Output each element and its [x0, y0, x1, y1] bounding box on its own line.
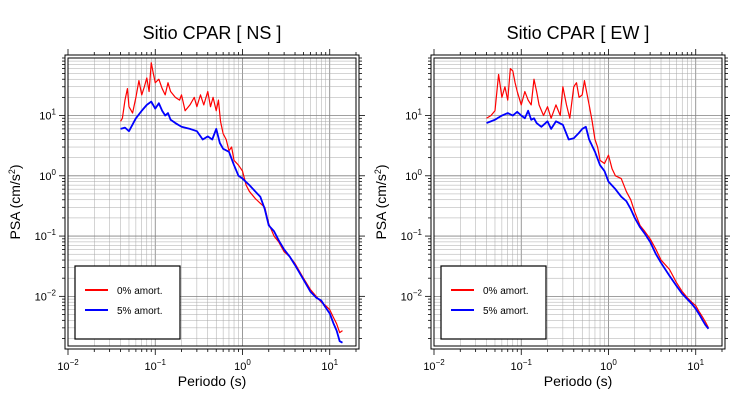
legend-label: 0% amort. [117, 286, 163, 297]
x-tick-label: 10−2 [423, 358, 445, 373]
y-tick-label: 10−2 [35, 288, 57, 303]
y-axis-label: PSA (cm/s2) [373, 164, 389, 239]
y-tick-label: 101 [405, 108, 422, 123]
x-tick-label: 10−2 [57, 358, 79, 373]
series-group [120, 62, 343, 344]
series-group [486, 68, 710, 330]
legend-box [74, 265, 181, 340]
chart-title: Sitio CPAR [ NS ] [143, 23, 282, 43]
legend: 0% amort. 5% amort. [440, 265, 547, 340]
y-tick-label: 10−1 [35, 228, 57, 243]
legend: 0% amort. 5% amort. [74, 265, 181, 340]
y-tick-label: 10−1 [401, 228, 423, 243]
x-axis-label: Periodo (s) [178, 373, 246, 389]
x-tick-label: 10−1 [145, 358, 167, 373]
plot-frame [67, 57, 357, 347]
plot-frame-outer [64, 54, 360, 350]
y-axis-label: PSA (cm/s2) [7, 164, 23, 239]
x-tick-label: 101 [321, 358, 338, 373]
x-tick-label: 100 [600, 358, 617, 373]
panel-ew: 10−2 10−1 100 101 10−2 10−1 100 101 Sitio CPAR [… [373, 23, 730, 389]
y-tick-label: 10−2 [401, 288, 423, 303]
series-line-damping-0 [486, 68, 710, 329]
panel-ns: 10−2 10−1 100 101 10−2 10−1 100 101 Sitio CPAR [… [7, 23, 365, 389]
x-tick-label: 10−1 [511, 358, 533, 373]
chart-title: Sitio CPAR [ EW ] [507, 23, 650, 43]
y-tick-label: 101 [39, 108, 56, 123]
series-line-damping-5 [120, 100, 343, 344]
tick-marks [59, 49, 365, 355]
legend-box [440, 265, 547, 340]
series-line-damping-5 [486, 109, 710, 330]
plot-frame [433, 57, 723, 347]
legend-label: 0% amort. [483, 286, 529, 297]
x-tick-label: 100 [234, 358, 251, 373]
plot-frame-outer [430, 54, 726, 350]
legend-label: 5% amort. [117, 306, 163, 317]
x-tick-label: 101 [687, 358, 704, 373]
y-tick-label: 100 [39, 168, 56, 183]
x-axis-label: Periodo (s) [544, 373, 612, 389]
grid [67, 57, 357, 346]
legend-label: 5% amort. [483, 306, 529, 317]
y-tick-label: 100 [405, 168, 422, 183]
tick-marks [425, 49, 730, 355]
